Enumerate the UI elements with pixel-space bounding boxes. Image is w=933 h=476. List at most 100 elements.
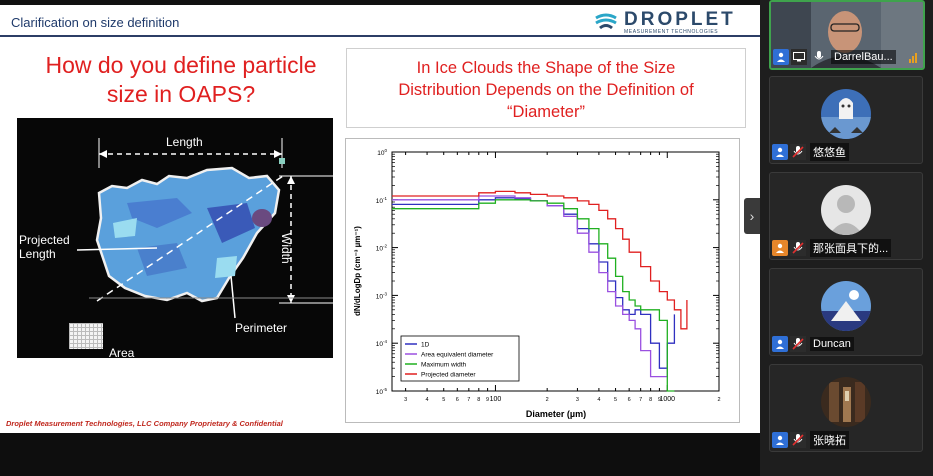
x-tick-label: 1000 [659, 396, 675, 403]
x-minor-tick-label: 5 [442, 397, 445, 403]
x-minor-tick-label: 8 [477, 397, 480, 403]
participant-name: DarrelBau... [831, 50, 896, 64]
logo-name: DROPLET [624, 9, 736, 30]
x-minor-tick-label: 4 [597, 397, 600, 403]
y-tick-label: 10-3 [376, 291, 388, 300]
legend-box [400, 335, 520, 382]
confidentiality-footer: Droplet Measurement Technologies, LLC Co… [6, 419, 283, 428]
shared-slide: Clarification on size definition DROPLET… [0, 5, 760, 433]
width-label-text: Width [279, 233, 293, 264]
user-role-icon [772, 336, 788, 352]
slide-title: Clarification on size definition [11, 15, 180, 30]
participant-tile[interactable]: 悠悠鱼 [769, 76, 923, 164]
muted-microphone-icon [790, 144, 806, 160]
signal-strength-icon [909, 53, 917, 63]
right-heading-line: “Diameter” [507, 103, 585, 121]
series-line [392, 195, 668, 378]
y-tick-label: 10-4 [376, 339, 388, 348]
participant-bar: 那张面具下的... [772, 239, 892, 257]
legend-label: Projected diameter [421, 372, 476, 379]
length-label: Length [166, 135, 203, 149]
user-role-icon [773, 49, 789, 65]
right-heading-line: In Ice Clouds the Shape of the Size [416, 59, 676, 77]
y-tick-label: 100 [377, 148, 387, 157]
size-distribution-chart: dN/dLogDp (cm⁻³ µm⁻¹) Diameter (µm) 100 1… [345, 138, 740, 423]
participant-tile[interactable]: Duncan [769, 268, 923, 356]
right-heading: In Ice Clouds the Shape of the Size Dist… [347, 57, 745, 123]
droplet-logo-icon [595, 13, 617, 29]
participant-tile[interactable]: DarrelBau... [769, 0, 925, 70]
participant-bar: DarrelBau... [773, 49, 896, 65]
x-minor-tick-label: 7 [467, 397, 470, 403]
user-role-icon [772, 144, 788, 160]
x-minor-tick-label: 2 [546, 397, 549, 403]
logo-tagline: MEASUREMENT TECHNOLOGIES [624, 29, 719, 35]
legend-label: Area equivalent diameter [421, 352, 494, 359]
legend-label: Maximum width [421, 362, 467, 369]
x-tick-label: 100 [490, 396, 502, 403]
collapse-panel-toggle[interactable]: › [744, 198, 760, 234]
y-tick-label: 10-2 [376, 244, 388, 253]
particle-image: Length Width Projected Length Perimeter … [17, 118, 333, 358]
participant-bar: 张晓拓 [772, 431, 849, 449]
participant-tile[interactable]: 那张面具下的... [769, 172, 923, 260]
left-heading-line: How do you define particle [45, 52, 317, 78]
participant-panel: DarrelBau... 悠悠鱼 那张面具下的 [760, 0, 933, 476]
y-tick-label: 10-5 [376, 387, 388, 396]
x-minor-tick-label: 6 [456, 397, 459, 403]
user-role-icon [772, 432, 788, 448]
participant-name: 张晓拓 [810, 431, 849, 449]
chart-legend: 1D Area equivalent diameter Maximum width P… [400, 335, 520, 382]
x-minor-tick-label: 8 [649, 397, 652, 403]
x-minor-tick-label: 9 [486, 397, 489, 403]
area-grid [69, 323, 103, 349]
series-line [392, 190, 688, 330]
muted-microphone-icon [790, 240, 806, 256]
screen-share-icon [791, 49, 807, 65]
participant-bar: Duncan [772, 336, 854, 352]
avatar [821, 185, 871, 235]
y-axis-label: dN/dLogDp (cm⁻³ µm⁻¹) [353, 226, 362, 316]
x-minor-tick-label: 3 [576, 397, 579, 403]
plot-frame [391, 151, 720, 392]
participant-bar: 悠悠鱼 [772, 143, 849, 161]
perimeter-label: Perimeter [235, 321, 288, 335]
x-axis-label: Diameter (µm) [526, 409, 586, 419]
slide-header: Clarification on size definition DROPLET… [0, 5, 760, 37]
avatar [821, 377, 871, 427]
microphone-icon [811, 49, 827, 65]
series-line [392, 199, 675, 392]
x-minor-tick-label: 2 [717, 397, 720, 403]
x-minor-tick-label: 5 [614, 397, 617, 403]
width-label: Width [279, 233, 293, 264]
participant-name: Duncan [810, 337, 854, 351]
bottom-gap [0, 433, 760, 476]
legend-label: 1D [421, 342, 430, 349]
participant-name: 悠悠鱼 [810, 143, 849, 161]
chevron-right-icon: › [749, 208, 755, 224]
projected-length-label: Projected Length [19, 233, 70, 261]
participant-name: 那张面具下的... [810, 239, 892, 257]
left-heading: How do you define particle size in OAPS? [20, 51, 342, 109]
participant-tile[interactable]: 张晓拓 [769, 364, 923, 452]
x-minor-tick-label: 3 [404, 397, 407, 403]
right-heading-box: In Ice Clouds the Shape of the Size Dist… [346, 48, 746, 128]
left-heading-line: size in OAPS? [106, 81, 256, 107]
projected-length-line: Projected [19, 233, 70, 247]
chart-svg: dN/dLogDp (cm⁻³ µm⁻¹) Diameter (µm) 100 1… [353, 148, 721, 419]
muted-microphone-icon [790, 336, 806, 352]
user-role-icon [772, 240, 788, 256]
area-label: Area [109, 346, 135, 358]
muted-microphone-icon [790, 432, 806, 448]
x-minor-tick-label: 7 [639, 397, 642, 403]
particle-diagram [76, 138, 333, 319]
avatar [821, 89, 871, 139]
avatar [821, 281, 871, 331]
y-tick-label: 10-1 [376, 196, 388, 205]
right-heading-line: Distribution Depends on the Definition o… [398, 81, 694, 99]
company-logo: DROPLET MEASUREMENT TECHNOLOGIES [594, 10, 736, 35]
x-minor-tick-label: 4 [426, 397, 429, 403]
top-bar [0, 0, 933, 5]
x-minor-tick-label: 9 [658, 397, 661, 403]
projected-length-line: Length [19, 247, 56, 261]
